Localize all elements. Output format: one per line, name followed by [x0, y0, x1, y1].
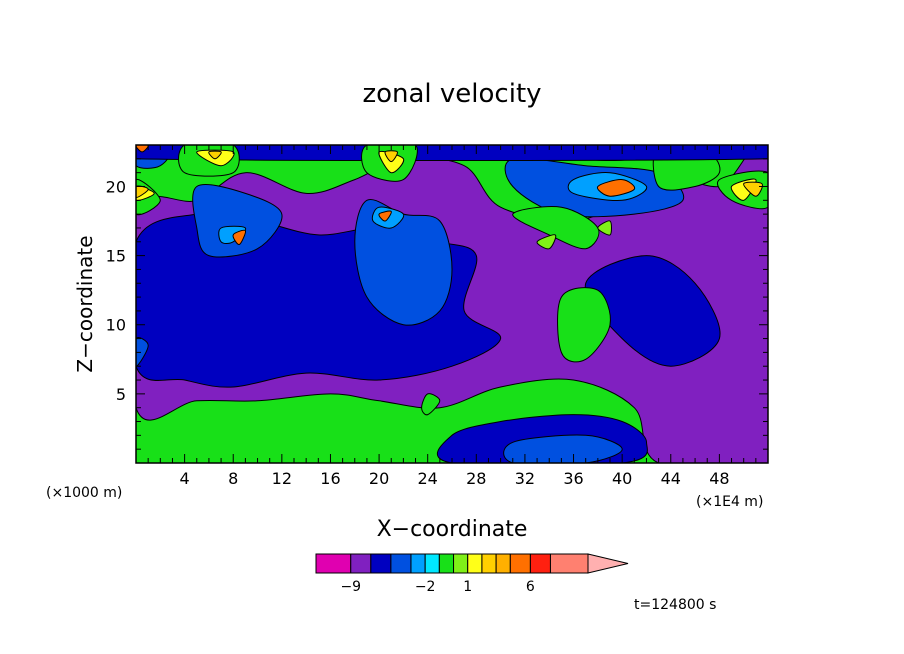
- colorbar-segment-5: [424, 553, 440, 574]
- x-tick-label-20: 20: [369, 469, 389, 488]
- contour-region-12: [512, 206, 600, 250]
- colorbar-tick-label-0: −9: [340, 579, 361, 595]
- colorbar-segment-6: [438, 553, 455, 574]
- colorbar-segment-12: [529, 553, 551, 574]
- contour-region-11: [218, 225, 247, 245]
- contour-region-4: [354, 198, 453, 326]
- x-unit-right: (×1E4 m): [696, 494, 763, 510]
- y-tick-label-20: 20: [106, 177, 126, 196]
- contour-region-16: [136, 337, 149, 367]
- colorbar-segment-3: [390, 553, 412, 574]
- x-tick-label-28: 28: [466, 469, 486, 488]
- y-tick-label-15: 15: [106, 247, 126, 266]
- x-axis-label: X−coordinate: [377, 517, 528, 542]
- x-tick-label-8: 8: [228, 469, 238, 488]
- colorbar-segment-1: [350, 553, 372, 574]
- colorbar-segment-10: [495, 553, 511, 574]
- contour-region-28: [384, 150, 398, 163]
- colorbar-segment-9: [481, 553, 497, 574]
- time-label: t=124800 s: [634, 597, 716, 613]
- x-tick-label-24: 24: [418, 469, 438, 488]
- contour-region-36: [378, 210, 392, 222]
- contour-region-33: [597, 179, 636, 197]
- colorbar-segment-7: [453, 553, 469, 574]
- x-tick-label-36: 36: [563, 469, 583, 488]
- x-tick-label-48: 48: [709, 469, 729, 488]
- x-tick-label-4: 4: [180, 469, 190, 488]
- x-unit-left: (×1000 m): [46, 485, 122, 501]
- colorbar-segment-2: [370, 553, 392, 574]
- x-tick-label-12: 12: [272, 469, 292, 488]
- x-tick-label-44: 44: [661, 469, 681, 488]
- colorbar-arrow: [587, 553, 629, 574]
- contour-region-35: [232, 229, 247, 245]
- colorbar-tick-label-3: 6: [526, 579, 535, 595]
- contour-region-2: [584, 255, 721, 367]
- y-tick-label-10: 10: [106, 316, 126, 335]
- colorbar-segment-11: [509, 553, 531, 574]
- y-tick-label-5: 5: [116, 385, 126, 404]
- contour-region-34: [136, 145, 149, 153]
- x-tick-label-16: 16: [320, 469, 340, 488]
- contour-region-30: [743, 181, 763, 197]
- contour-region-27: [208, 150, 222, 160]
- x-tick-label-40: 40: [612, 469, 632, 488]
- colorbar-tick-label-2: 1: [463, 579, 472, 595]
- colorbar-segment-8: [467, 553, 483, 574]
- contour-region-31: [536, 234, 557, 250]
- y-axis-label: Z−coordinate: [73, 235, 97, 372]
- plot-area: [135, 144, 769, 464]
- colorbar-segment-13: [549, 553, 589, 574]
- contour-region-13: [557, 287, 611, 363]
- chart-title: zonal velocity: [362, 79, 541, 109]
- colorbar-tick-label-1: −2: [415, 579, 436, 595]
- contour-region-17: [421, 393, 441, 416]
- contour-region-32: [597, 220, 612, 236]
- contour-region-5: [192, 183, 283, 258]
- colorbar-segment-4: [410, 553, 426, 574]
- x-tick-label-32: 32: [515, 469, 535, 488]
- colorbar-segment-0: [315, 553, 352, 574]
- colorbar: [315, 553, 629, 574]
